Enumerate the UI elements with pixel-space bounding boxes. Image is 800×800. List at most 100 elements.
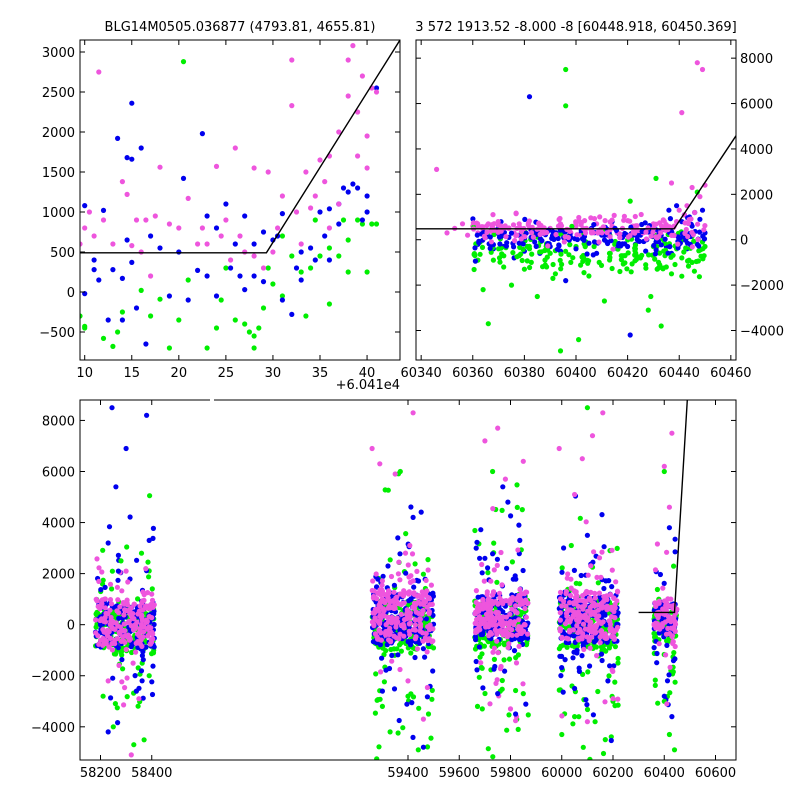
point-blue [364, 193, 370, 199]
point-magenta [506, 225, 512, 231]
point-green [550, 275, 556, 281]
point-green [405, 693, 411, 699]
point-magenta [420, 716, 426, 722]
point-magenta [671, 624, 677, 631]
point-blue [109, 405, 115, 411]
point-green [652, 677, 658, 683]
point-blue [185, 297, 191, 303]
point-blue [143, 644, 149, 650]
point-magenta [473, 588, 479, 594]
point-magenta [557, 589, 564, 595]
point-magenta [370, 578, 376, 584]
point-green [415, 747, 421, 753]
point-green [180, 59, 187, 65]
point-magenta [140, 589, 146, 595]
point-blue [601, 237, 608, 243]
point-magenta [483, 623, 489, 630]
point-blue [260, 279, 267, 285]
point-blue [411, 584, 417, 590]
point-blue [511, 648, 518, 654]
point-magenta [695, 221, 701, 227]
point-magenta [420, 638, 426, 644]
point-magenta [143, 217, 149, 223]
point-blue [138, 145, 144, 151]
y-tick-label: 0 [67, 619, 75, 634]
point-magenta [561, 598, 567, 605]
bottom-plot: 58200 58400 59400 59600 59800 60000 60200 60400… [31, 397, 737, 799]
point-green [497, 259, 503, 265]
point-green [672, 679, 678, 685]
point-green [403, 531, 409, 537]
point-magenta [116, 610, 122, 616]
point-blue [532, 239, 538, 245]
point-magenta [615, 696, 621, 702]
point-magenta [322, 179, 328, 185]
point-magenta [419, 611, 425, 617]
point-magenta [400, 621, 406, 628]
point-green [698, 253, 704, 259]
point-magenta [564, 613, 570, 619]
point-magenta [583, 519, 589, 525]
point-green [617, 268, 623, 275]
x-tick-label: 60460 [710, 366, 751, 381]
x-tick-label: 60380 [504, 366, 545, 381]
point-magenta [490, 649, 496, 655]
point-magenta [568, 593, 574, 599]
point-magenta [385, 605, 391, 611]
point-blue [223, 201, 229, 207]
point-green [345, 269, 351, 275]
point-green [477, 251, 483, 257]
point-magenta [120, 634, 126, 640]
point-magenta [580, 621, 587, 627]
point-green [584, 706, 591, 713]
point-green [428, 735, 434, 741]
point-magenta [498, 223, 504, 229]
point-magenta [564, 575, 570, 581]
point-blue [639, 221, 645, 228]
point-magenta [596, 590, 603, 596]
x-tick-label: 30 [265, 366, 282, 381]
point-magenta [600, 619, 606, 625]
point-green [120, 666, 126, 672]
plot-area [92, 400, 688, 799]
point-magenta [508, 596, 514, 603]
point-blue [480, 685, 486, 691]
point-magenta [663, 652, 669, 658]
point-green [373, 221, 380, 227]
axis-break [210, 397, 214, 403]
point-magenta [149, 597, 156, 604]
point-green [496, 794, 501, 799]
point-blue [608, 238, 614, 244]
point-magenta [131, 601, 137, 607]
point-blue [150, 663, 156, 669]
point-blue [670, 658, 677, 664]
point-green [685, 258, 691, 264]
point-magenta [96, 69, 102, 75]
point-magenta [218, 233, 224, 239]
point-blue [359, 217, 365, 223]
point-green [218, 297, 224, 303]
x-tick-label: 60420 [607, 366, 648, 381]
point-green [654, 586, 661, 593]
point-magenta [232, 145, 238, 151]
point-magenta [408, 573, 414, 579]
point-magenta [139, 614, 145, 620]
point-green [520, 246, 526, 252]
point-magenta [627, 218, 633, 224]
x-tick-label: 60400 [555, 366, 596, 381]
point-magenta [515, 547, 521, 553]
point-magenta [430, 626, 436, 632]
point-green [520, 691, 526, 697]
point-blue [470, 216, 476, 222]
point-magenta [383, 622, 389, 628]
point-blue [148, 233, 154, 239]
point-blue [115, 577, 121, 583]
point-green [615, 660, 621, 666]
point-magenta [379, 582, 385, 588]
point-magenta [86, 209, 92, 215]
point-magenta [150, 604, 156, 610]
point-magenta [410, 578, 416, 584]
point-green [148, 313, 154, 319]
point-magenta [121, 601, 127, 607]
